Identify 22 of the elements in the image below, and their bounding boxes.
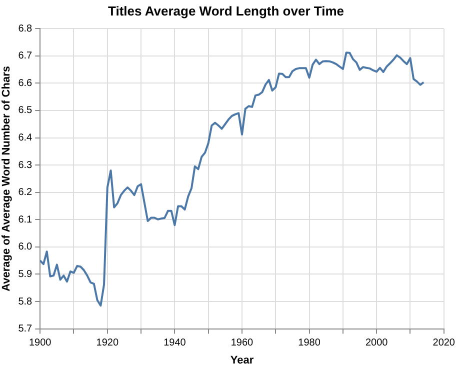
x-tick-label: 2020 [432,338,456,349]
x-tick-label: 1900 [28,338,52,349]
y-tick-label: 5.8 [18,296,33,308]
y-tick-label: 6.3 [18,160,33,171]
x-tick-label: 1940 [164,338,186,349]
y-tick-label: 5.7 [18,324,33,335]
y-tick-label: 6.6 [18,78,33,89]
y-tick-label: 5.9 [18,268,33,280]
x-tick-label: 2000 [365,338,388,349]
x-tick-label: 1980 [298,338,321,349]
y-tick-label: 6.4 [18,132,33,144]
y-tick-label: 6.7 [18,50,33,62]
y-tick-label: 6.2 [18,187,33,198]
y-tick-label: 6.8 [18,23,33,34]
x-axis-title: Year [230,354,254,366]
y-tick-label: 6.5 [18,105,33,116]
chart-title: Titles Average Word Length over Time [108,3,344,18]
y-tick-label: 6.0 [18,242,33,253]
y-tick-label: 6.1 [18,214,33,226]
x-tick-label: 1960 [230,338,254,349]
y-axis-title: Average of Average Word Number of Chars [0,66,13,292]
x-tick-label: 1920 [96,338,119,349]
